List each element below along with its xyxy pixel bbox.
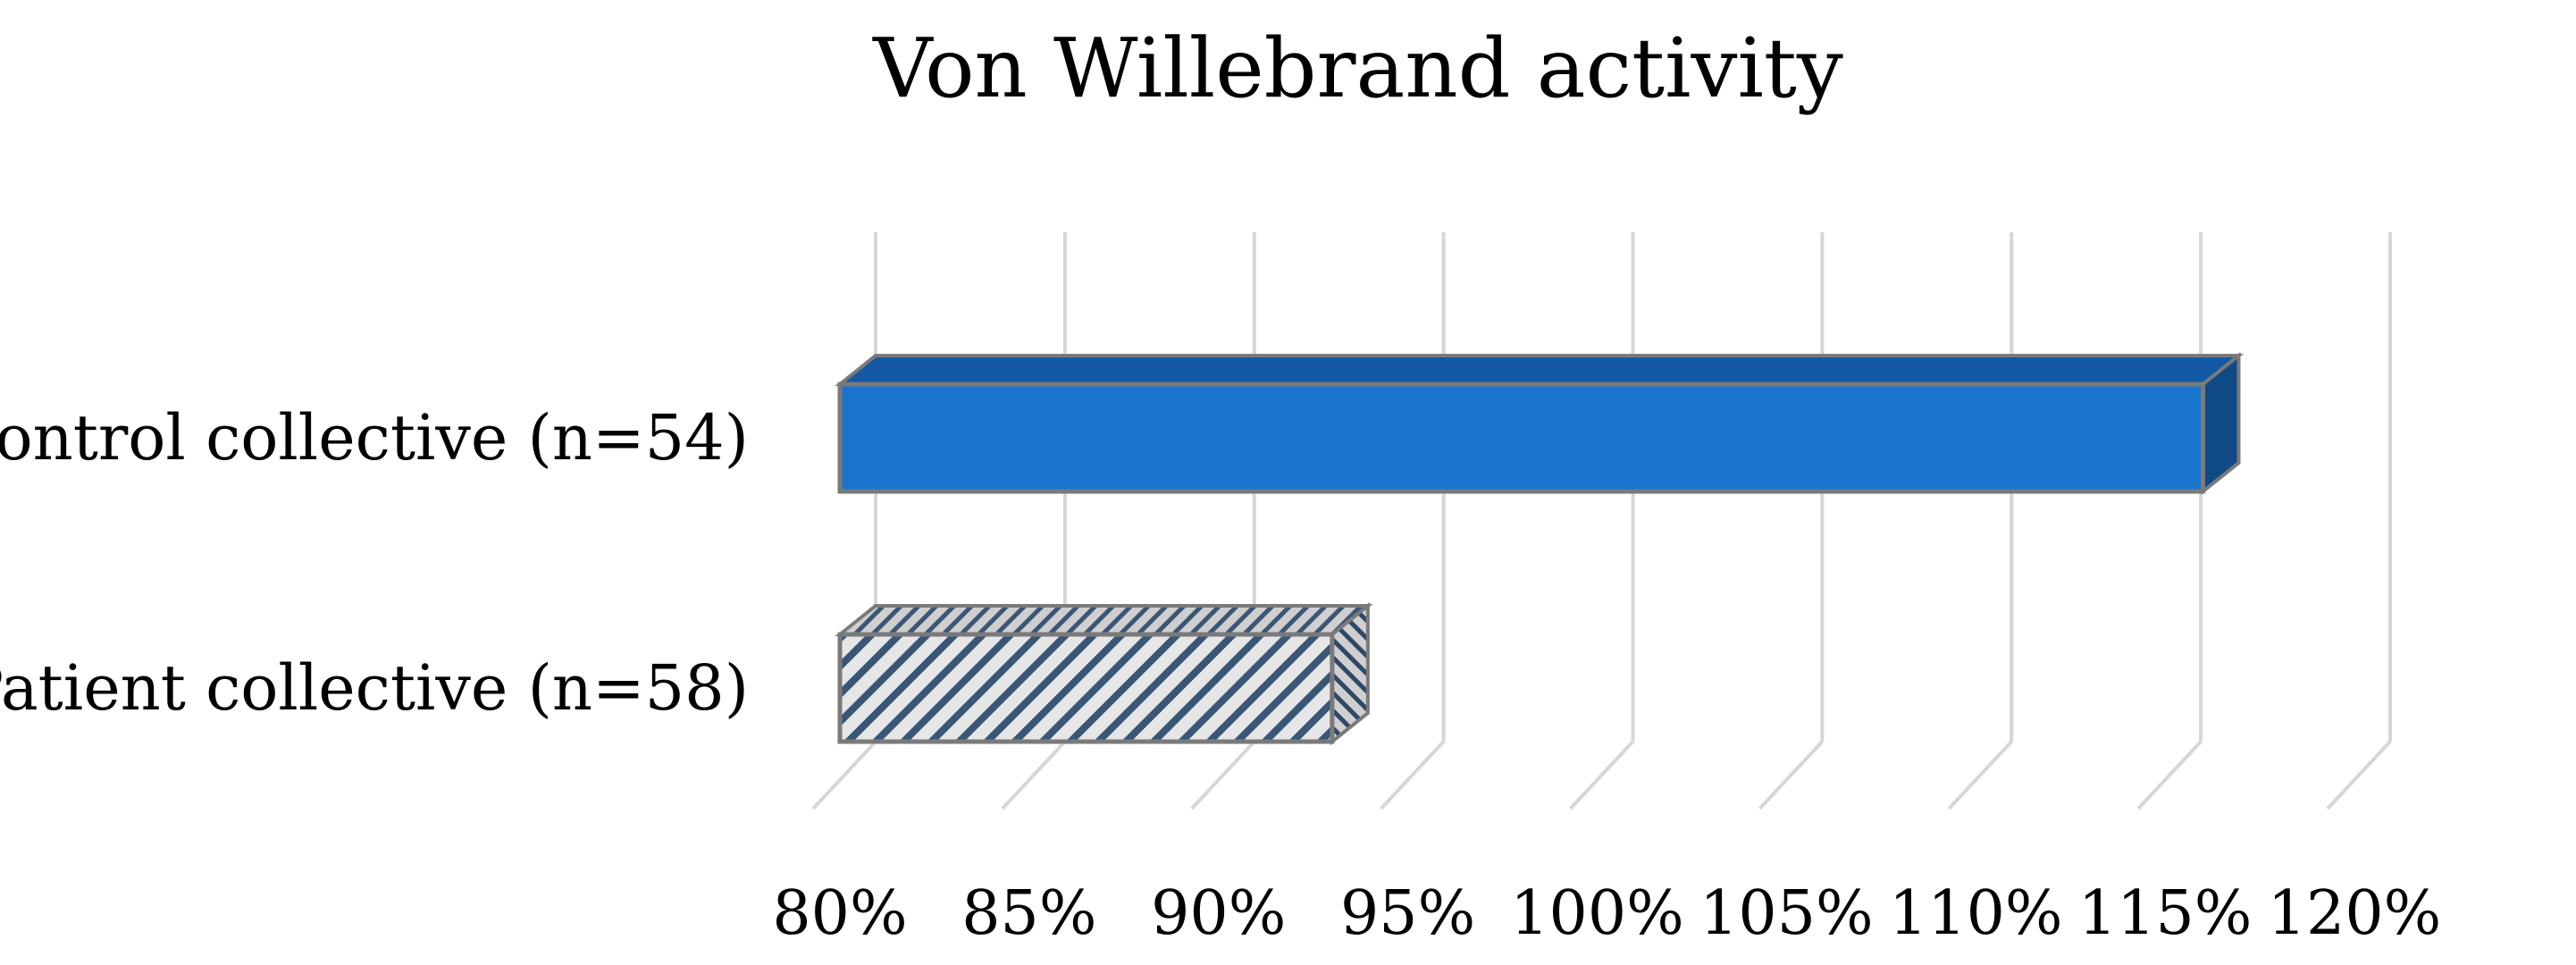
category-labels: Control collective (n=54) Patient collect… — [0, 401, 749, 725]
bar-top-face — [835, 354, 2245, 386]
x-tick-label-80: 80% — [772, 878, 907, 949]
x-tick-label-110: 110% — [1889, 878, 2062, 949]
floor-gridline-95 — [1380, 740, 1446, 810]
bars — [835, 351, 2245, 746]
x-tick-label-85: 85% — [961, 878, 1096, 949]
floor-gridline-120 — [2326, 740, 2392, 810]
floor-gridline-105 — [1758, 740, 1824, 810]
floor-gridline-115 — [2136, 740, 2203, 810]
floor-gridline-90 — [1190, 740, 1256, 810]
category-label-control: Control collective (n=54) — [0, 401, 749, 474]
x-tick-label-105: 105% — [1699, 878, 1873, 949]
bar-patient — [835, 601, 1373, 746]
floor-gridline-80 — [811, 740, 877, 810]
x-tick-label-100: 100% — [1510, 878, 1683, 949]
x-tick-label-90: 90% — [1151, 878, 1286, 949]
x-tick-label-95: 95% — [1340, 878, 1475, 949]
floor-gridline-85 — [1001, 740, 1067, 810]
floor-gridline-100 — [1569, 740, 1634, 810]
category-label-patient: Patient collective (n=58) — [0, 651, 749, 725]
bar-top-face — [835, 604, 1373, 636]
bar-front-face — [837, 632, 1335, 744]
x-tick-label-115: 115% — [2078, 878, 2252, 949]
x-tick-label-120: 120% — [2268, 878, 2441, 949]
x-axis-tick-labels: 80% 85% 90% 95% 100% 105% 110% 115% 120% — [772, 878, 2441, 949]
bar-control — [835, 351, 2245, 496]
chart-title: Von Willebrand activity — [872, 21, 1843, 116]
floor-gridline-110 — [1947, 740, 2013, 810]
bar-front-face — [837, 382, 2205, 494]
